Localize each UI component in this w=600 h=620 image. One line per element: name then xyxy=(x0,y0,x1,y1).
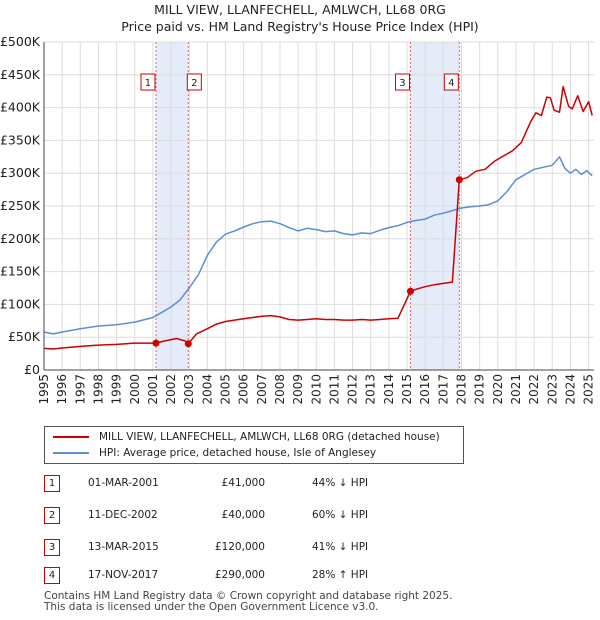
footer: Contains HM Land Registry data © Crown c… xyxy=(44,591,452,613)
y-tick-label: £150K xyxy=(0,264,41,279)
y-tick-label: £300K xyxy=(0,165,41,180)
x-tick-label: 2009 xyxy=(291,374,305,405)
sale-hpi-diff: 60% ↓ HPI xyxy=(312,509,369,521)
x-tick-label: 2010 xyxy=(309,374,323,405)
y-tick-label: £100K xyxy=(0,296,41,311)
property-price-line xyxy=(43,85,593,350)
x-tick-label: 2018 xyxy=(454,374,468,405)
sale-hpi-diff: 44% ↓ HPI xyxy=(312,477,369,489)
sale-price: £120,000 xyxy=(214,541,265,553)
y-tick-label: £400K xyxy=(0,100,41,115)
x-tick-label: 2012 xyxy=(346,374,360,405)
hpi-line xyxy=(43,156,593,335)
footer-licence: This data is licensed under the Open Gov… xyxy=(44,601,379,613)
sale-badge: 4 xyxy=(44,567,60,584)
x-tick-label: 2004 xyxy=(200,374,214,405)
x-tick-label: 1995 xyxy=(37,374,51,405)
x-tick-label: 2022 xyxy=(527,374,541,405)
y-tick-label: £500K xyxy=(0,34,41,49)
x-tick-label: 1996 xyxy=(55,374,69,405)
x-tick-label: 2008 xyxy=(273,374,287,405)
y-tick-label: £350K xyxy=(0,132,41,147)
sale-badge: 3 xyxy=(44,539,60,556)
sale-date: 11-DEC-2002 xyxy=(88,509,158,521)
x-tick-label: 2005 xyxy=(219,374,233,405)
sale-date: 13-MAR-2015 xyxy=(88,541,159,553)
x-tick-label: 2024 xyxy=(563,374,577,405)
sale-number-box xyxy=(443,73,459,91)
sale-number-box xyxy=(394,73,410,91)
y-tick-label: £250K xyxy=(0,198,41,213)
legend-label-hpi: HPI: Average price, detached house, Isle… xyxy=(99,447,377,459)
x-tick-label: 2013 xyxy=(364,374,378,405)
y-tick-label: £200K xyxy=(0,231,41,246)
sale-number-label: 2 xyxy=(191,78,197,89)
x-tick-label: 2016 xyxy=(418,374,432,405)
sale-number-label: 3 xyxy=(399,78,405,89)
sale-date: 17-NOV-2017 xyxy=(88,569,159,581)
legend-swatch-hpi xyxy=(53,452,89,454)
sale-point xyxy=(406,287,414,295)
x-tick-label: 2015 xyxy=(400,374,414,405)
sale-price: £290,000 xyxy=(214,569,265,581)
sale-hpi-diff: 41% ↓ HPI xyxy=(312,541,369,553)
x-tick-label: 2002 xyxy=(164,374,178,405)
x-tick-label: 2025 xyxy=(582,374,596,405)
legend-swatch-property xyxy=(53,436,89,438)
chart-subtitle: Price paid vs. HM Land Registry's House … xyxy=(121,19,479,34)
sale-badge: 2 xyxy=(44,507,60,524)
y-tick-label: £450K xyxy=(0,67,41,82)
sale-price: £41,000 xyxy=(221,477,265,489)
x-tick-label: 1998 xyxy=(91,374,105,405)
x-tick-label: 2021 xyxy=(509,374,523,405)
sale-badge: 1 xyxy=(44,475,60,492)
x-tick-label: 2001 xyxy=(146,374,160,405)
x-tick-label: 2017 xyxy=(436,374,450,405)
sale-number-box xyxy=(140,73,156,91)
legend-label-property: MILL VIEW, LLANFECHELL, AMLWCH, LL68 0RG… xyxy=(99,431,440,443)
x-tick-label: 1997 xyxy=(73,374,87,405)
sale-point xyxy=(152,339,160,347)
legend: MILL VIEW, LLANFECHELL, AMLWCH, LL68 0RG… xyxy=(44,426,464,464)
y-tick-label: £0 xyxy=(24,362,40,377)
x-tick-label: 2014 xyxy=(382,374,396,405)
sale-number-box xyxy=(186,73,202,91)
y-tick-label: £50K xyxy=(8,329,41,344)
x-tick-label: 1999 xyxy=(110,374,124,405)
x-tick-label: 2023 xyxy=(545,374,559,405)
x-tick-label: 2011 xyxy=(327,374,341,405)
sale-point xyxy=(455,176,463,184)
chart-title: MILL VIEW, LLANFECHELL, AMLWCH, LL68 0RG xyxy=(154,2,446,17)
sale-price: £40,000 xyxy=(221,509,265,521)
x-tick-label: 2020 xyxy=(491,374,505,405)
sale-date: 01-MAR-2001 xyxy=(88,477,159,489)
sale-hpi-diff: 28% ↑ HPI xyxy=(312,569,369,581)
sale-number-label: 4 xyxy=(448,78,454,89)
sale-point xyxy=(184,340,192,348)
footer-copyright: Contains HM Land Registry data © Crown c… xyxy=(44,590,453,602)
x-tick-label: 2000 xyxy=(128,374,142,405)
sale-number-label: 1 xyxy=(145,78,151,89)
x-tick-label: 2007 xyxy=(255,374,269,405)
x-tick-label: 2006 xyxy=(237,374,251,405)
price-chart: £0 £50K £100K £150K £200K £250K £300K £350K £400… xyxy=(0,34,596,405)
x-tick-label: 2003 xyxy=(182,374,196,405)
x-tick-label: 2019 xyxy=(473,374,487,405)
